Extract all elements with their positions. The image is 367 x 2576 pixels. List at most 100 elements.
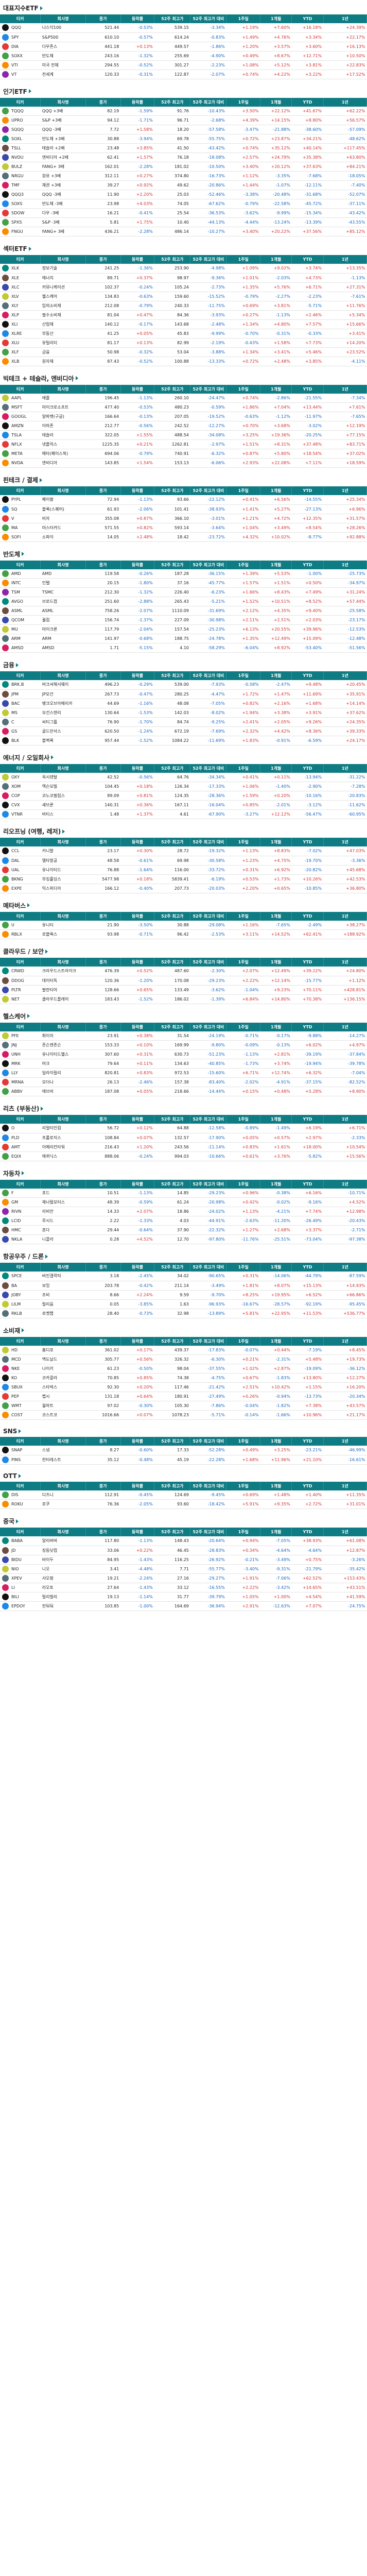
ticker-symbol[interactable]: RBLX bbox=[11, 932, 22, 937]
column-header[interactable]: 종가 bbox=[85, 560, 121, 569]
ticker-symbol[interactable]: BABA bbox=[11, 1538, 23, 1544]
column-header[interactable]: 1개월 bbox=[260, 384, 292, 394]
column-header[interactable]: YTD bbox=[291, 560, 324, 569]
ticker-symbol[interactable]: VTNR bbox=[11, 812, 23, 817]
column-header[interactable]: 1년 bbox=[323, 911, 367, 921]
table-row[interactable]: XLP 필수소비재 81.04 +0.47% 84.36 -3.93% +0.27% -1.1… bbox=[0, 310, 367, 320]
table-row[interactable]: NRGU 원유 +3배 312.11 +0.27% 374.80 -16.73% +1.12… bbox=[0, 171, 367, 181]
table-row[interactable]: BULZ FANG+ 3배 162.01 -2.28% 181.02 -10.50% +3.… bbox=[0, 162, 367, 172]
column-header[interactable]: 1년 bbox=[323, 671, 367, 680]
ticker-symbol[interactable]: AMZN bbox=[11, 423, 24, 428]
column-header[interactable]: 종가 bbox=[85, 1115, 121, 1124]
column-header[interactable]: 등락률 bbox=[120, 1336, 155, 1346]
column-header[interactable]: 등락률 bbox=[120, 671, 155, 680]
column-header[interactable]: 티커 bbox=[0, 1179, 41, 1189]
column-header[interactable]: 회사명 bbox=[40, 1481, 86, 1490]
column-header[interactable]: 1년 bbox=[323, 764, 367, 773]
ticker-symbol[interactable]: EPDOY bbox=[11, 1603, 25, 1608]
ticker-symbol[interactable]: TMF bbox=[11, 183, 20, 188]
ticker-symbol[interactable]: ASML bbox=[11, 608, 23, 613]
column-header[interactable]: 1년 bbox=[323, 1022, 367, 1031]
table-row[interactable]: VTNR 버티스 1.48 +1.37% 4.61 -67.90% -3.27% +12.12… bbox=[0, 809, 367, 819]
column-header[interactable]: 티커 bbox=[0, 486, 41, 495]
ticker-symbol[interactable]: SPY bbox=[11, 35, 19, 40]
column-header[interactable]: 1주일 bbox=[226, 1437, 261, 1446]
column-header[interactable]: 티커 bbox=[0, 560, 41, 569]
column-header[interactable]: 티커 bbox=[0, 911, 41, 921]
column-header[interactable]: 티커 bbox=[0, 1481, 41, 1490]
ticker-symbol[interactable]: DAL bbox=[11, 858, 20, 863]
ticker-symbol[interactable]: XLP bbox=[11, 312, 19, 317]
ticker-symbol[interactable]: AAPL bbox=[11, 395, 22, 400]
table-row[interactable]: QQQ 나스닥100 521.44 -0.53% 539.15 -3.34% +1.19% +… bbox=[0, 23, 367, 33]
table-row[interactable]: SNAP 스냅 8.27 -0.60% 17.33 -52.28% +0.49% +3.25%… bbox=[0, 1446, 367, 1455]
column-header[interactable]: 52주 최고가 대비 bbox=[190, 1115, 227, 1124]
column-header[interactable]: 1개월 bbox=[260, 1336, 292, 1346]
table-row[interactable]: MU 마이크론 117.79 -2.04% 157.54 -25.23% +6.13% +20… bbox=[0, 624, 367, 634]
column-header[interactable]: YTD bbox=[291, 1481, 324, 1490]
table-row[interactable]: AMSD AMSD 1.71 -5.15% 4.10 -58.29% -6.04% +8.92… bbox=[0, 643, 367, 653]
column-header[interactable]: 52주 최고가 대비 bbox=[190, 384, 227, 394]
ticker-symbol[interactable]: GOOGL bbox=[11, 414, 27, 419]
table-row[interactable]: XLF 금융 50.98 -0.32% 53.04 -3.88% +1.34% +3.41% +… bbox=[0, 347, 367, 357]
table-row[interactable]: V 비자 355.08 +0.87% 366.10 -3.01% +1.21% +4.72% +… bbox=[0, 514, 367, 523]
column-header[interactable]: 등락률 bbox=[120, 486, 155, 495]
table-row[interactable]: CRWD 크라우드스트라이크 476.39 +0.52% 487.60 -2.30% +2.… bbox=[0, 967, 367, 976]
table-row[interactable]: NVDA 엔비디아 143.85 +1.54% 153.13 -6.06% +2.93% +2… bbox=[0, 458, 367, 468]
table-row[interactable]: PFE 화이자 23.91 +0.38% 31.54 -24.19% -0.71% -0.17… bbox=[0, 1031, 367, 1041]
table-row[interactable]: GM 제너럴모터스 48.39 -0.59% 61.24 -20.98% +0.42% -0.… bbox=[0, 1197, 367, 1207]
table-row[interactable]: AMT 아메리칸타워 216.43 +1.20% 243.56 -11.14% +0.83%… bbox=[0, 1142, 367, 1152]
column-header[interactable]: 종가 bbox=[85, 486, 121, 495]
column-header[interactable]: 1개월 bbox=[260, 958, 292, 967]
table-row[interactable]: JNJ 존슨앤존슨 153.33 +0.10% 169.99 -9.80% -0.09% -0… bbox=[0, 1040, 367, 1050]
table-row[interactable]: TQQQ QQQ +3배 82.19 -1.59% 91.76 -10.43% +3.50%… bbox=[0, 106, 367, 116]
column-header[interactable]: 1주일 bbox=[226, 1179, 261, 1189]
column-header[interactable]: 티커 bbox=[0, 255, 41, 264]
table-row[interactable]: UNH 유나이티드헬스 307.60 +0.31% 630.73 -51.23% -1.13… bbox=[0, 1049, 367, 1059]
column-header[interactable]: 등락률 bbox=[120, 1437, 155, 1446]
column-header[interactable]: 52주 최고가 bbox=[154, 1022, 191, 1031]
table-row[interactable]: KO 코카콜라 70.85 +0.85% 74.38 -4.75% +0.67% -1.83%… bbox=[0, 1373, 367, 1383]
ticker-symbol[interactable]: BULZ bbox=[11, 164, 23, 169]
column-header[interactable]: 1주일 bbox=[226, 911, 261, 921]
ticker-symbol[interactable]: XLC bbox=[11, 284, 20, 290]
column-header[interactable]: 52주 최고가 bbox=[154, 958, 191, 967]
column-header[interactable]: 티커 bbox=[0, 671, 41, 680]
table-row[interactable]: HD 홈디포 361.02 +0.17% 439.37 -17.83% -0.07% +0.4… bbox=[0, 1345, 367, 1355]
ticker-symbol[interactable]: PINS bbox=[11, 1457, 21, 1462]
column-header[interactable]: 티커 bbox=[0, 1022, 41, 1031]
column-header[interactable]: 티커 bbox=[0, 1437, 41, 1446]
ticker-symbol[interactable]: BLK bbox=[11, 738, 20, 743]
column-header[interactable]: 1개월 bbox=[260, 1437, 292, 1446]
column-header[interactable]: 회사명 bbox=[40, 1437, 86, 1446]
column-header[interactable]: 52주 최고가 bbox=[154, 911, 191, 921]
table-row[interactable]: COP 코노코필립스 89.09 +0.81% 124.35 -28.36% +1.59% +… bbox=[0, 791, 367, 801]
table-row[interactable]: QQQ3 QQQ -3배 11.90 +2.20% 25.03 -52.46% -3.38%… bbox=[0, 190, 367, 199]
table-row[interactable]: PEP 펩시 131.18 +0.64% 180.91 -27.49% +0.26% -0.9… bbox=[0, 1392, 367, 1401]
table-row[interactable]: SOXS 반도체 -3배 23.98 +4.03% 74.05 -67.62% -0.79%… bbox=[0, 199, 367, 209]
column-header[interactable]: 1주일 bbox=[226, 14, 261, 23]
column-header[interactable]: YTD bbox=[291, 97, 324, 107]
table-row[interactable]: SPCE 버진갤럭틱 3.18 -2.45% 34.02 -90.65% +0.31% -14… bbox=[0, 1272, 367, 1281]
ticker-symbol[interactable]: XLB bbox=[11, 359, 20, 364]
table-row[interactable]: TMF 채권 +3배 39.27 +0.92% 49.62 -20.86% +1.44% -1… bbox=[0, 180, 367, 190]
ticker-symbol[interactable]: PYPL bbox=[11, 497, 21, 502]
table-row[interactable]: BABA 알리바바 117.80 -1.13% 148.43 -20.64% +0.94% -… bbox=[0, 1536, 367, 1546]
ticker-symbol[interactable]: SNAP bbox=[11, 1448, 23, 1453]
ticker-symbol[interactable]: COP bbox=[11, 793, 20, 798]
column-header[interactable]: 회사명 bbox=[40, 958, 86, 967]
ticker-symbol[interactable]: MS bbox=[11, 710, 18, 715]
column-header[interactable]: 1개월 bbox=[260, 671, 292, 680]
column-header[interactable]: 회사명 bbox=[40, 911, 86, 921]
column-header[interactable]: 1년 bbox=[323, 560, 367, 569]
column-header[interactable]: 52주 최고가 대비 bbox=[190, 1263, 227, 1272]
ticker-symbol[interactable]: JD bbox=[11, 1548, 16, 1553]
ticker-symbol[interactable]: QQQ3 bbox=[11, 192, 24, 197]
ticker-symbol[interactable]: XOM bbox=[11, 784, 21, 789]
ticker-symbol[interactable]: HMC bbox=[11, 1228, 21, 1232]
ticker-symbol[interactable]: NVDU bbox=[11, 155, 24, 160]
table-row[interactable]: SOXL 반도체 +3배 30.88 -3.94% 69.78 -55.75% +0.72%… bbox=[0, 134, 367, 144]
ticker-symbol[interactable]: F bbox=[11, 1190, 14, 1195]
ticker-symbol[interactable]: JNJ bbox=[11, 1043, 17, 1047]
column-header[interactable]: 1년 bbox=[323, 486, 367, 495]
